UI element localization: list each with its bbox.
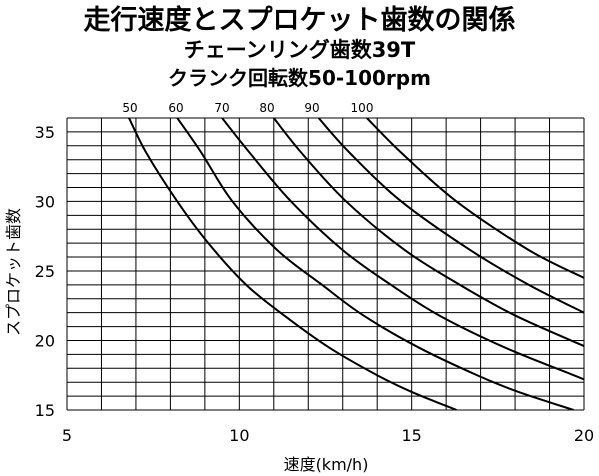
rpm-curves <box>128 118 584 410</box>
rpm-label: 70 <box>214 101 229 115</box>
rpm-curve-70 <box>221 118 584 381</box>
y-axis-label: スプロケット歯数 <box>4 208 23 336</box>
chart-title: 走行速度とスプロケット歯数の関係 <box>83 5 516 36</box>
rpm-label: 100 <box>351 101 374 115</box>
rpm-label: 50 <box>122 101 137 115</box>
y-tick-label: 15 <box>35 401 55 420</box>
y-tick-label: 30 <box>35 192 55 211</box>
rpm-curve-100 <box>366 118 584 279</box>
x-tick-label: 5 <box>62 426 72 445</box>
chart-subtitle-cadence: クランク回転数50-100rpm <box>168 66 431 90</box>
x-axis-label: 速度(km/h) <box>284 455 369 474</box>
rpm-curve-60 <box>176 118 574 410</box>
rpm-curve-90 <box>317 118 584 314</box>
chart-grid <box>66 117 585 411</box>
x-tick-label: 20 <box>574 426 594 445</box>
rpm-curve-80 <box>273 118 584 347</box>
rpm-label: 90 <box>304 101 319 115</box>
y-tick-label: 25 <box>35 262 55 281</box>
chart-subtitle-chainring: チェーンリング歯数39T <box>183 38 416 62</box>
x-tick-label: 15 <box>401 426 421 445</box>
y-tick-label: 35 <box>35 123 55 142</box>
x-tick-label: 10 <box>229 426 249 445</box>
rpm-label: 80 <box>259 101 274 115</box>
rpm-label: 60 <box>168 101 183 115</box>
rpm-curve-50 <box>128 118 457 410</box>
y-tick-label: 20 <box>35 331 55 350</box>
axis-ticks: 50 60 70 80 90 100 5 10 15 20 15 20 25 30 35 <box>35 101 595 445</box>
